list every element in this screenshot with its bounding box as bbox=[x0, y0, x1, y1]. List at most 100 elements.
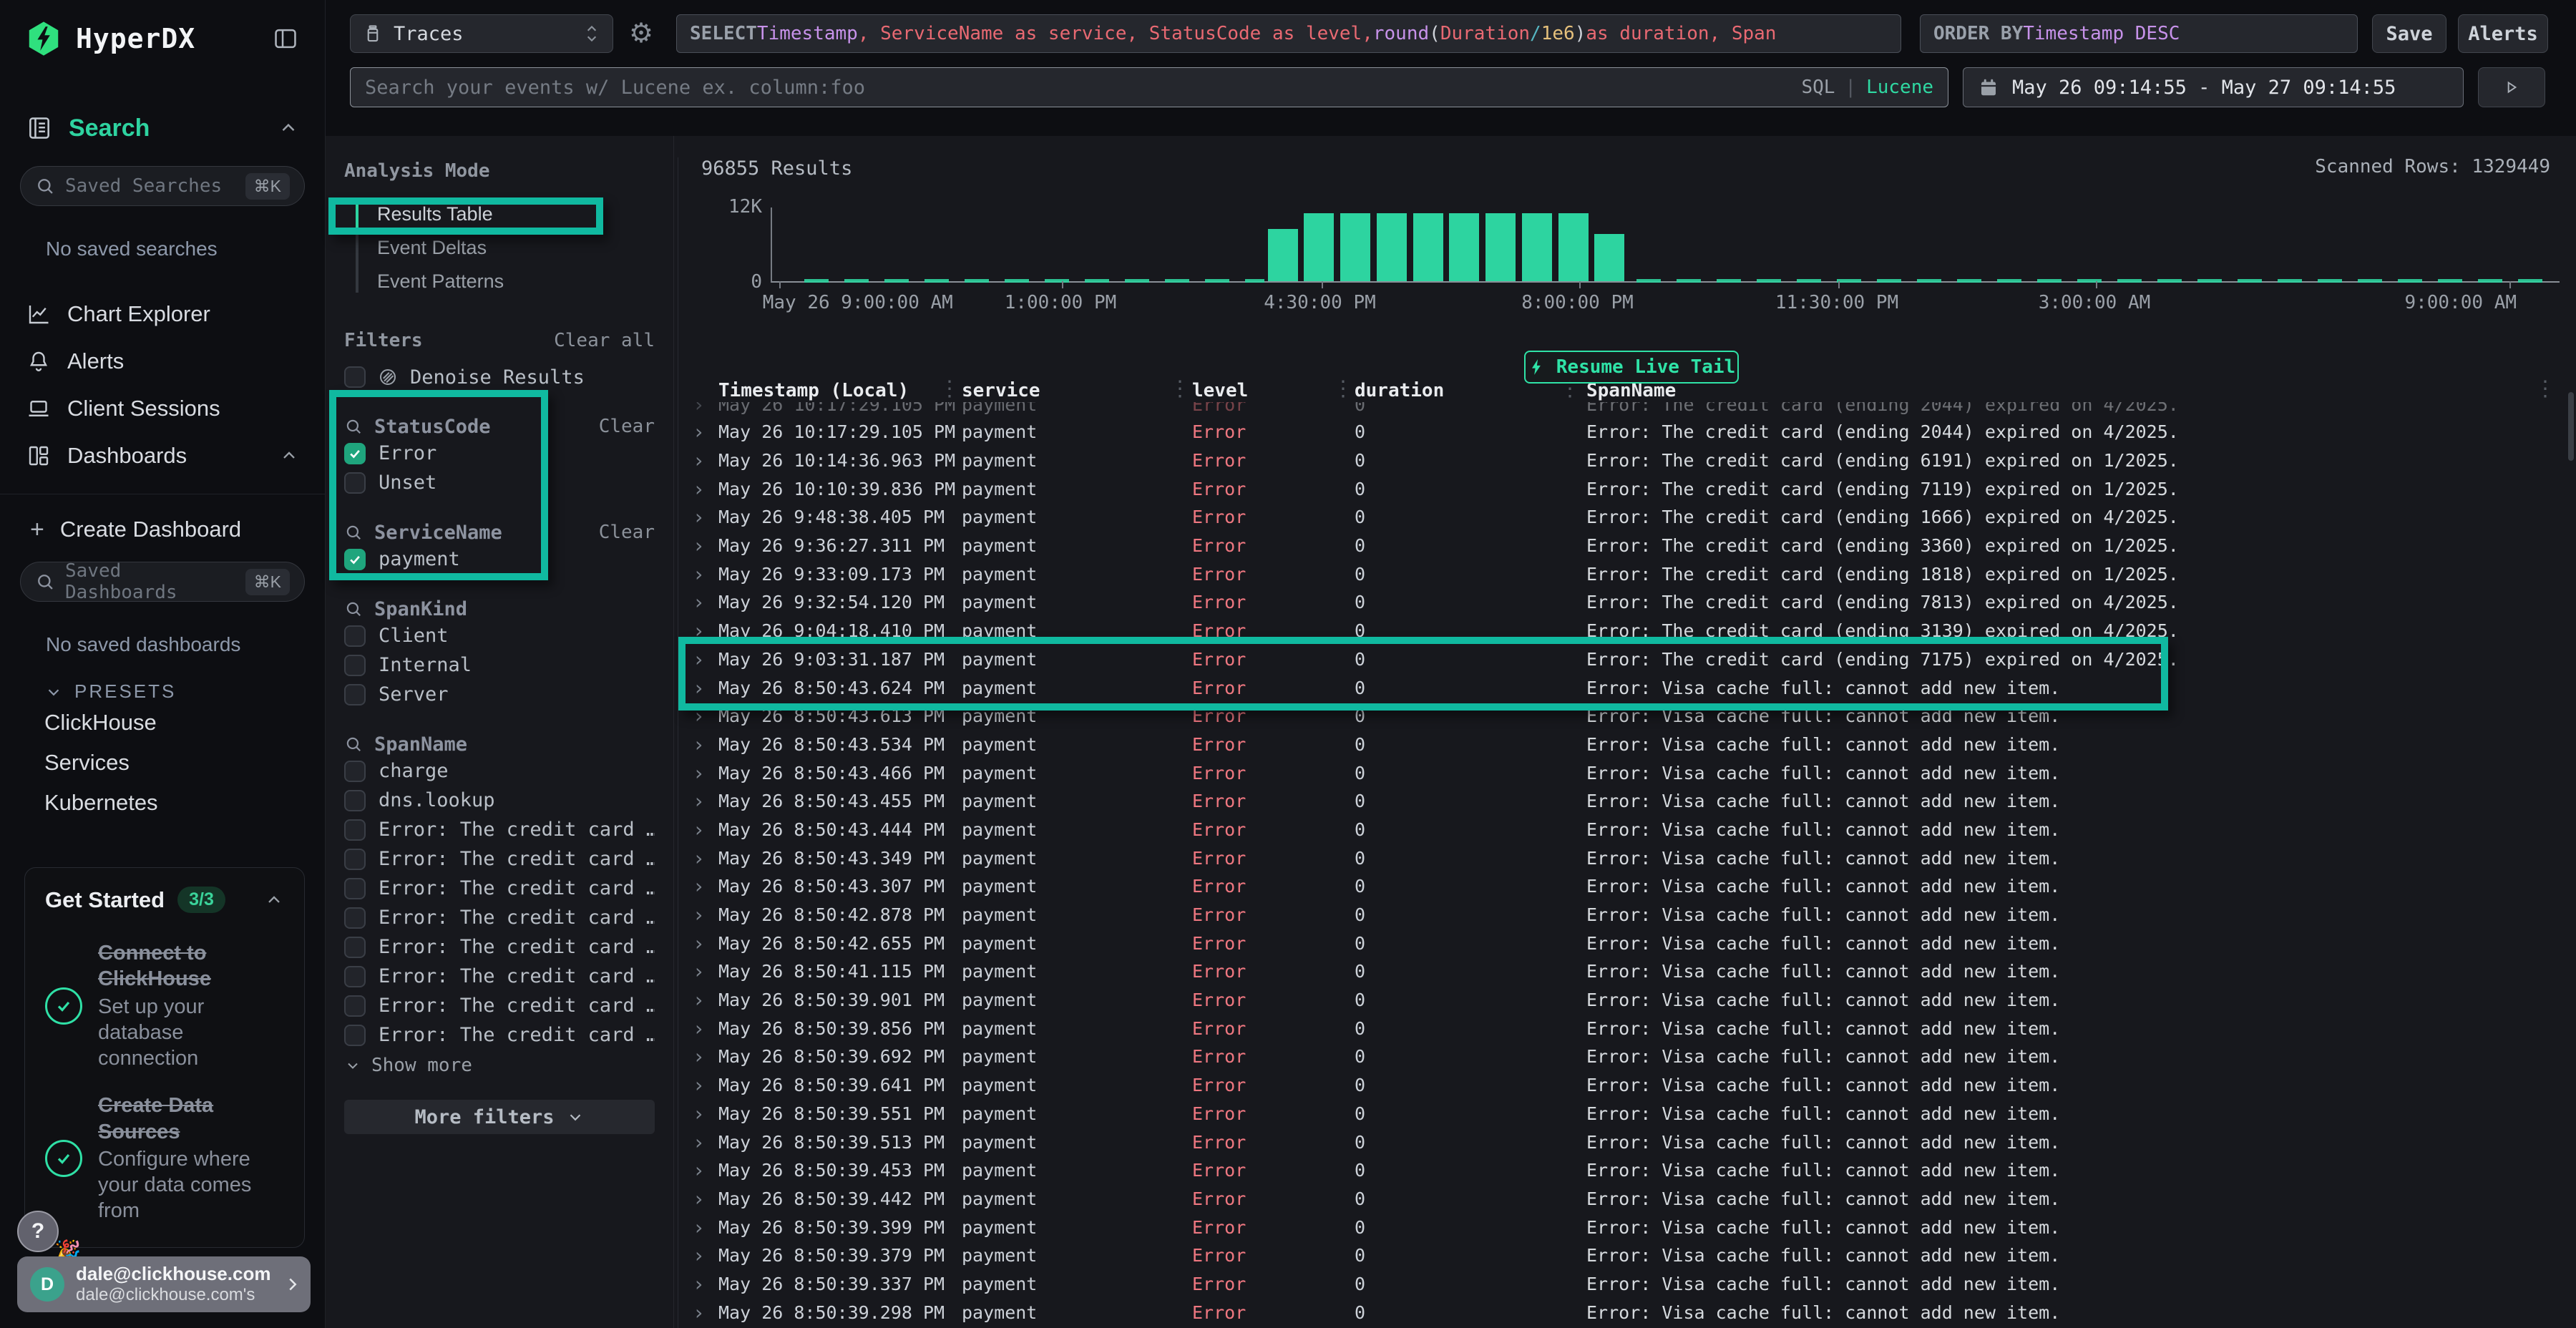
col-duration[interactable]: duration bbox=[1355, 380, 1445, 401]
preset-item-clickhouse[interactable]: ClickHouse bbox=[44, 710, 157, 735]
filter-checkbox[interactable] bbox=[344, 936, 366, 958]
filter-checkbox[interactable] bbox=[344, 789, 366, 811]
sql-orderby-editor[interactable]: ORDER BY Timestamp DESC bbox=[1920, 14, 2358, 53]
col-level[interactable]: level bbox=[1192, 380, 1249, 401]
lucene-search-input[interactable]: Search your events w/ Lucene ex. column:… bbox=[350, 67, 1948, 107]
filter-checkbox-item[interactable]: Server bbox=[344, 680, 655, 709]
clear-all-link[interactable]: Clear all bbox=[554, 330, 655, 351]
table-row[interactable]: › May 26 9:33:09.173 PM payment Error 0 Error… bbox=[674, 560, 2576, 588]
filter-checkbox-item[interactable]: Error: The credit card … bbox=[344, 932, 655, 962]
create-dashboard-button[interactable]: + Create Dashboard bbox=[0, 513, 325, 546]
table-row[interactable]: › May 26 8:50:43.466 PM payment Error 0 Error… bbox=[674, 758, 2576, 787]
table-row[interactable]: › May 26 10:14:36.963 PM payment Error 0 Erro… bbox=[674, 446, 2576, 475]
sidebar-item-alerts[interactable]: Alerts bbox=[0, 338, 325, 385]
table-row[interactable]: › May 26 9:03:31.187 PM payment Error 0 Error… bbox=[674, 645, 2576, 674]
filter-checkbox-item[interactable]: payment bbox=[344, 545, 655, 574]
sidebar-collapse-icon[interactable] bbox=[270, 25, 301, 52]
table-row[interactable]: › May 26 8:50:39.399 PM payment Error 0 Error… bbox=[674, 1213, 2576, 1241]
table-row[interactable]: › May 26 9:04:18.410 PM payment Error 0 Error… bbox=[674, 617, 2576, 645]
table-row[interactable]: › May 26 9:32:54.120 PM payment Error 0 Error… bbox=[674, 588, 2576, 617]
col-spanname[interactable]: SpanName bbox=[1586, 380, 1677, 401]
table-scrollbar[interactable] bbox=[2568, 392, 2574, 461]
preset-item-services[interactable]: Services bbox=[44, 750, 130, 775]
filter-checkbox-item[interactable]: Error: The credit card … bbox=[344, 1020, 655, 1050]
source-select[interactable]: Traces bbox=[350, 14, 613, 53]
filter-checkbox-item[interactable]: charge bbox=[344, 756, 655, 786]
get-started-step[interactable]: Create Data Sources Configure where your … bbox=[45, 1093, 284, 1224]
table-row[interactable]: › May 26 8:50:39.379 PM payment Error 0 Error… bbox=[674, 1241, 2576, 1270]
table-row[interactable]: › May 26 10:17:29.105 PM payment Error 0 Erro… bbox=[674, 402, 2576, 418]
filter-checkbox-item[interactable]: Error: The credit card … bbox=[344, 903, 655, 932]
clear-filter-link[interactable]: Clear bbox=[598, 416, 655, 437]
filter-checkbox[interactable] bbox=[344, 760, 366, 782]
table-row[interactable]: › May 26 10:17:29.105 PM payment Error 0 Erro… bbox=[674, 418, 2576, 446]
column-resize-handle[interactable]: ⋮ bbox=[2534, 377, 2556, 401]
filter-checkbox[interactable] bbox=[344, 472, 366, 494]
get-started-step[interactable]: Add DataStart sending logs, metrics, or … bbox=[45, 1246, 284, 1248]
col-service[interactable]: service bbox=[962, 380, 1040, 401]
filter-checkbox-item[interactable]: Error bbox=[344, 439, 655, 468]
user-menu[interactable]: D dale@clickhouse.com dale@clickhouse.co… bbox=[17, 1256, 311, 1312]
filter-checkbox-item[interactable]: dns.lookup bbox=[344, 786, 655, 815]
table-row[interactable]: › May 26 8:50:39.692 PM payment Error 0 Error… bbox=[674, 1043, 2576, 1071]
table-row[interactable]: › May 26 8:50:41.115 PM payment Error 0 Error… bbox=[674, 957, 2576, 986]
filter-checkbox-item[interactable]: Error: The credit card … bbox=[344, 962, 655, 991]
filter-checkbox[interactable] bbox=[344, 877, 366, 899]
presets-toggle[interactable]: PRESETS bbox=[44, 680, 325, 703]
table-row[interactable]: › May 26 8:50:39.641 PM payment Error 0 Error… bbox=[674, 1071, 2576, 1100]
filter-checkbox[interactable] bbox=[344, 548, 366, 570]
filter-checkbox[interactable] bbox=[344, 965, 366, 987]
table-row[interactable]: › May 26 9:48:38.405 PM payment Error 0 Error… bbox=[674, 503, 2576, 532]
filter-checkbox-item[interactable]: Error: The credit card … bbox=[344, 874, 655, 903]
run-query-button[interactable] bbox=[2478, 67, 2545, 107]
denoise-results-toggle[interactable]: Denoise Results bbox=[344, 363, 655, 391]
table-row[interactable]: › May 26 8:50:39.442 PM payment Error 0 Error… bbox=[674, 1185, 2576, 1214]
sidebar-item-chart-explorer[interactable]: Chart Explorer bbox=[0, 290, 325, 338]
col-timestamp[interactable]: Timestamp (Local) bbox=[718, 380, 909, 401]
table-row[interactable]: › May 26 9:36:27.311 PM payment Error 0 Error… bbox=[674, 532, 2576, 560]
sql-select-editor[interactable]: SELECT Timestamp, ServiceName as service… bbox=[676, 14, 1901, 53]
save-button[interactable]: Save bbox=[2372, 14, 2446, 53]
table-row[interactable]: › May 26 8:50:43.613 PM payment Error 0 Error… bbox=[674, 702, 2576, 731]
table-row[interactable]: › May 26 8:50:42.655 PM payment Error 0 Error… bbox=[674, 929, 2576, 957]
denoise-checkbox[interactable] bbox=[344, 366, 366, 388]
source-settings-gear-icon[interactable]: ⚙ bbox=[629, 19, 654, 49]
table-row[interactable]: › May 26 8:50:39.337 PM payment Error 0 Error… bbox=[674, 1270, 2576, 1299]
table-row[interactable]: › May 26 8:50:43.444 PM payment Error 0 Error… bbox=[674, 816, 2576, 844]
clear-filter-link[interactable]: Clear bbox=[598, 522, 655, 543]
table-row[interactable]: › May 26 8:50:39.298 PM payment Error 0 Error… bbox=[674, 1298, 2576, 1327]
table-row[interactable]: › May 26 8:50:43.349 PM payment Error 0 Error… bbox=[674, 844, 2576, 872]
analysis-mode-option[interactable]: Results Table bbox=[344, 197, 655, 231]
saved-dashboards-input[interactable]: Saved Dashboards ⌘K bbox=[20, 560, 305, 603]
resume-live-tail-button[interactable]: Resume Live Tail bbox=[1524, 351, 1739, 384]
filter-checkbox-item[interactable]: Error: The credit card … bbox=[344, 815, 655, 844]
more-filters-button[interactable]: More filters bbox=[344, 1100, 655, 1134]
time-range-picker[interactable]: May 26 09:14:55 - May 27 09:14:55 bbox=[1963, 67, 2464, 107]
chevron-up-icon[interactable] bbox=[278, 117, 299, 139]
chevron-up-icon[interactable] bbox=[264, 890, 284, 910]
filter-checkbox[interactable] bbox=[344, 907, 366, 929]
filter-checkbox-item[interactable]: Client bbox=[344, 621, 655, 650]
filter-checkbox[interactable] bbox=[344, 654, 366, 676]
chevron-up-icon[interactable] bbox=[279, 446, 299, 466]
filter-checkbox[interactable] bbox=[344, 442, 366, 464]
column-resize-handle[interactable]: ⋮ bbox=[1169, 377, 1191, 401]
sidebar-item-dashboards[interactable]: Dashboards bbox=[0, 432, 325, 479]
table-row[interactable]: › May 26 8:50:39.513 PM payment Error 0 Error… bbox=[674, 1128, 2576, 1156]
filter-checkbox-item[interactable]: Internal bbox=[344, 650, 655, 680]
alerts-button[interactable]: Alerts bbox=[2458, 14, 2548, 53]
table-row[interactable]: › May 26 8:50:39.901 PM payment Error 0 Error… bbox=[674, 986, 2576, 1015]
table-row[interactable]: › May 26 8:50:42.878 PM payment Error 0 Error… bbox=[674, 901, 2576, 929]
column-resize-handle[interactable]: ⋮ bbox=[939, 377, 960, 401]
preset-item-kubernetes[interactable]: Kubernetes bbox=[44, 790, 158, 815]
filter-checkbox[interactable] bbox=[344, 819, 366, 841]
saved-searches-input[interactable]: Saved Searches ⌘K bbox=[20, 166, 305, 206]
table-row[interactable]: › May 26 10:10:39.836 PM payment Error 0 Erro… bbox=[674, 474, 2576, 503]
help-button[interactable]: ? bbox=[17, 1211, 59, 1252]
mode-lucene-link[interactable]: Lucene bbox=[1866, 77, 1933, 98]
mode-sql-link[interactable]: SQL bbox=[1801, 77, 1835, 98]
filter-checkbox[interactable] bbox=[344, 1024, 366, 1046]
sidebar-item-client-sessions[interactable]: Client Sessions bbox=[0, 385, 325, 432]
get-started-step[interactable]: Connect to ClickHouse Set up your databas… bbox=[45, 940, 284, 1071]
table-row[interactable]: › May 26 8:50:43.624 PM payment Error 0 Error… bbox=[674, 673, 2576, 702]
